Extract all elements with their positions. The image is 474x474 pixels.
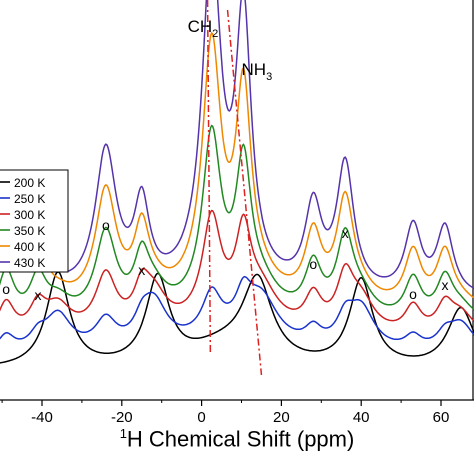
peak-marker-circle: o [409, 286, 417, 302]
peak-marker-cross: x [138, 262, 145, 278]
legend-label: 250 K [14, 192, 45, 206]
series-line-350-k [0, 124, 474, 311]
annotation-ch2: CH2 [188, 17, 219, 40]
series-line-200-k [0, 271, 474, 364]
x-tick-label: 20 [273, 409, 290, 426]
ch2-guide-line [206, 0, 212, 356]
legend-label: 200 K [14, 176, 45, 190]
legend-label: 300 K [14, 208, 45, 222]
guide-lines [206, 0, 263, 376]
x-tick-label: -20 [111, 409, 133, 426]
peak-marker-cross: x [441, 277, 448, 293]
legend-label: 350 K [14, 224, 45, 238]
nh3-guide-line [226, 9, 263, 376]
peak-marker-cross: x [35, 287, 42, 303]
series-line-400-k [0, 31, 474, 299]
x-tick-label: 0 [197, 409, 205, 426]
x-tick-label: 40 [353, 409, 370, 426]
legend-box [0, 169, 69, 273]
annotation-nh3: NH3 [242, 60, 273, 83]
peak-marker-circle: o [2, 281, 10, 297]
series-line-250-k [0, 275, 474, 341]
legend-label: 430 K [14, 256, 45, 270]
x-axis-label: 1H Chemical Shift (ppm) [119, 426, 355, 452]
peak-annotations: CH2 NH3 o x o x o x o x [2, 17, 448, 303]
x-axis-ticks: -40 -20 0 20 40 60 [1, 400, 450, 426]
peak-marker-circle: o [102, 217, 110, 233]
legend: 200 K 250 K 300 K 350 K 400 K 430 K [0, 169, 69, 273]
x-tick-label: 60 [433, 409, 450, 426]
series-line-430-k [0, 0, 474, 289]
x-tick-label: -40 [31, 409, 53, 426]
peak-marker-cross: x [342, 225, 349, 241]
series-layer [0, 0, 474, 364]
series-line-300-k [0, 209, 474, 323]
peak-marker-circle: o [309, 256, 317, 272]
legend-label: 400 K [14, 240, 45, 254]
